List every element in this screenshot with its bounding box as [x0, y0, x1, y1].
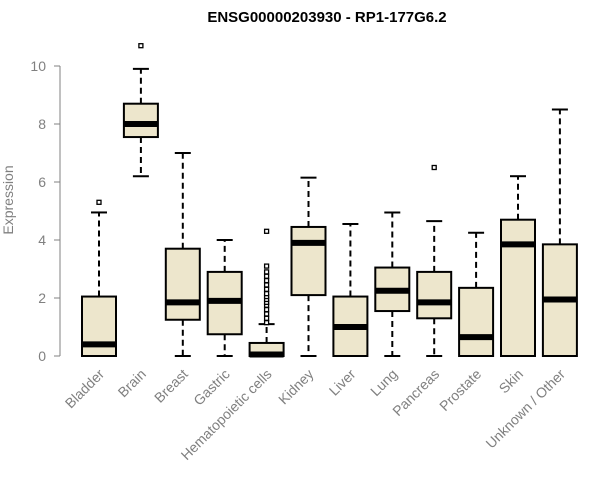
y-axis: 0 2 4 6 8 10 — [30, 58, 61, 364]
x-category-label: Unknown / Other — [482, 366, 568, 452]
outlier-point — [263, 290, 270, 297]
outlier-point — [263, 315, 270, 321]
y-tick-label: 0 — [38, 348, 46, 364]
box-breast — [164, 152, 201, 357]
box-series — [81, 43, 578, 358]
outlier-point — [96, 199, 102, 205]
outlier-point — [431, 164, 437, 171]
outlier-point — [263, 311, 270, 317]
x-category-label: Kidney — [275, 366, 317, 408]
box-hematopoietic-cells — [248, 228, 285, 358]
y-tick-label: 2 — [38, 290, 46, 306]
x-category-label: Skin — [496, 366, 527, 397]
x-category-label: Lung — [367, 366, 400, 399]
box-bladder — [81, 199, 117, 357]
outlier-point — [263, 263, 270, 269]
y-tick-label: 8 — [38, 116, 46, 132]
iqr-box — [458, 286, 495, 358]
box-prostate — [458, 231, 495, 358]
iqr-box — [290, 225, 327, 297]
box-skin — [500, 175, 536, 357]
outlier-point — [263, 273, 270, 279]
box-lung — [374, 211, 411, 357]
x-category-label: Breast — [151, 366, 191, 406]
outlier-point — [263, 277, 270, 284]
outlier-point — [263, 228, 270, 234]
x-category-label: Bladder — [62, 366, 108, 412]
x-category-label: Liver — [326, 366, 359, 399]
y-tick-label: 4 — [38, 232, 46, 248]
y-axis-label: Expression — [0, 165, 16, 234]
outlier-point — [263, 286, 270, 292]
iqr-box — [416, 270, 453, 320]
x-category-label: Pancreas — [389, 366, 442, 419]
box-unknown-other — [541, 108, 578, 358]
x-category-label: Brain — [115, 366, 149, 400]
chart-title: ENSG00000203930 - RP1-177G6.2 — [207, 9, 446, 26]
outlier-point — [263, 306, 270, 313]
outlier-point — [263, 282, 270, 288]
box-kidney — [290, 176, 327, 357]
y-tick-label: 10 — [30, 58, 46, 74]
x-category-label: Prostate — [436, 366, 484, 414]
y-tick-label: 6 — [38, 174, 46, 190]
box-gastric — [206, 239, 243, 357]
box-brain — [122, 43, 159, 178]
outlier-point — [138, 43, 144, 49]
outlier-point — [263, 319, 270, 326]
outlier-point — [263, 269, 270, 275]
box-liver — [332, 223, 369, 357]
box-pancreas — [416, 164, 453, 357]
iqr-box — [122, 102, 159, 139]
iqr-box — [500, 218, 536, 357]
iqr-box — [164, 247, 201, 321]
